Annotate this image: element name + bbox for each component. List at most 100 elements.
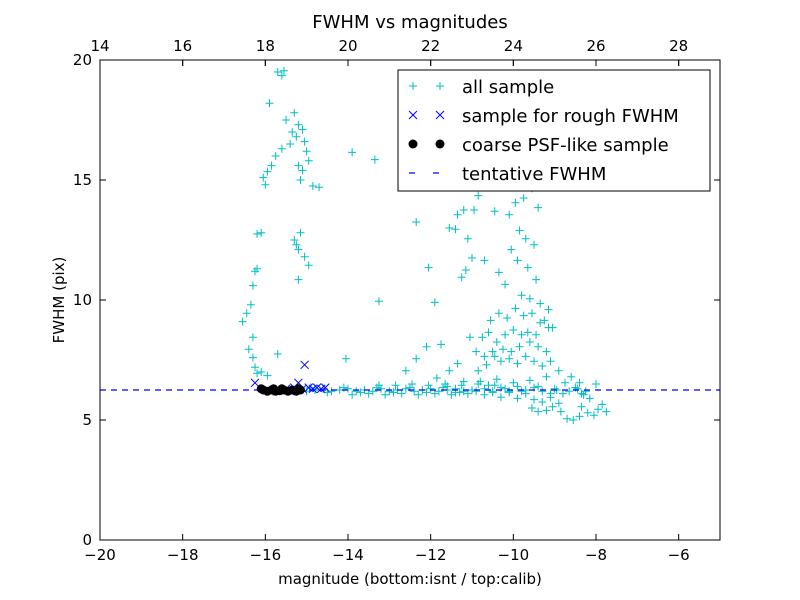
all-sample-point [242,309,251,318]
all-sample-point [480,256,489,265]
all-sample-point [315,183,324,192]
all-sample-point [341,354,350,363]
all-sample-point [455,388,464,397]
all-sample-point [556,407,565,416]
all-sample-point [263,167,272,176]
legend-label-rough-sample: sample for rough FWHM [462,106,679,127]
all-sample-point [389,388,398,397]
all-sample-point [494,268,503,277]
all-sample-point [271,152,280,160]
top-tick-label: 20 [338,37,357,55]
all-sample-point [348,390,357,399]
all-sample-point [453,210,462,219]
all-sample-point [296,176,305,184]
all-sample-point [488,347,497,356]
all-sample-point [422,342,431,351]
x-tick-label: −14 [332,546,364,564]
all-sample-point [523,328,532,337]
all-sample-point [300,252,309,261]
all-sample-point [598,400,607,409]
all-sample-point [530,395,538,404]
all-sample-point [579,390,588,399]
all-sample-point [290,108,299,117]
top-tick-label: 26 [586,37,605,55]
all-sample-point [474,380,483,388]
all-sample-point [263,371,272,380]
all-sample-point [273,350,282,358]
all-sample-point [554,399,563,408]
all-sample-point [515,342,524,351]
top-tick-label: 16 [173,37,192,55]
all-sample-point [544,323,553,332]
all-sample-point [530,357,538,366]
all-sample-point [290,236,299,244]
all-sample-point [430,389,439,398]
all-sample-point [397,389,406,398]
all-sample-point [517,330,526,339]
all-sample-point [298,166,307,175]
all-sample-point [474,191,483,200]
all-sample-point [542,372,551,381]
all-sample-point [261,180,270,189]
all-sample-point [484,328,493,337]
all-sample-point [546,389,555,398]
all-sample-point [490,381,499,390]
top-tick-label: 14 [90,37,109,55]
all-sample-point [583,408,592,417]
all-sample-point [424,381,433,390]
all-sample-point [472,347,481,356]
all-sample-point [509,326,518,334]
all-sample-point [279,66,288,75]
all-sample-point [459,206,468,214]
all-sample-point [525,376,534,385]
all-sample-point [490,207,499,216]
all-sample-point [401,366,410,375]
all-sample-point [422,388,431,397]
all-sample-point [490,352,499,361]
all-sample-point [499,345,507,354]
all-sample-point [536,299,545,308]
all-sample-point [370,155,379,164]
all-sample-point [375,381,383,390]
psf-sample-point [277,384,287,394]
legend-marker-rough [435,110,445,120]
all-sample-point [412,354,421,363]
all-sample-point [589,411,598,420]
y-tick-label: 0 [82,531,92,549]
x-tick-label: −18 [167,546,199,564]
all-sample-point [501,384,510,393]
all-sample-point [356,388,365,397]
all-sample-point [540,316,549,325]
all-sample-point [532,330,541,339]
all-sample-point [463,389,472,398]
all-sample-point [577,402,586,411]
all-sample-point [542,406,551,415]
all-sample-point [558,389,567,398]
x-tick-label: −16 [250,546,282,564]
all-sample-point [534,407,543,416]
all-sample-point [480,352,489,361]
y-axis-label: FWHM (pix) [50,257,68,344]
all-sample-point [474,366,483,375]
all-sample-point [519,194,528,202]
all-sample-point [505,210,514,219]
all-sample-point [257,228,266,237]
all-sample-point [482,360,491,369]
all-sample-point [521,234,530,243]
all-sample-point [426,384,435,393]
legend-marker-all-sample [436,82,444,90]
all-sample-point [561,378,569,387]
all-sample-point [536,318,545,327]
all-sample-point [503,314,512,322]
all-sample-point [445,224,454,232]
psf-sample-point [256,384,266,394]
legend: all sample sample for rough FWHM coarse … [397,69,711,192]
all-sample-point [410,387,419,396]
all-sample-point [585,394,594,403]
all-sample-point [457,273,466,282]
all-sample-point [298,125,307,134]
legend-label-tentative-fwhm: tentative FWHM [462,164,606,185]
all-sample-point [461,266,470,274]
all-sample-point [294,275,303,284]
all-sample-point [594,405,603,414]
